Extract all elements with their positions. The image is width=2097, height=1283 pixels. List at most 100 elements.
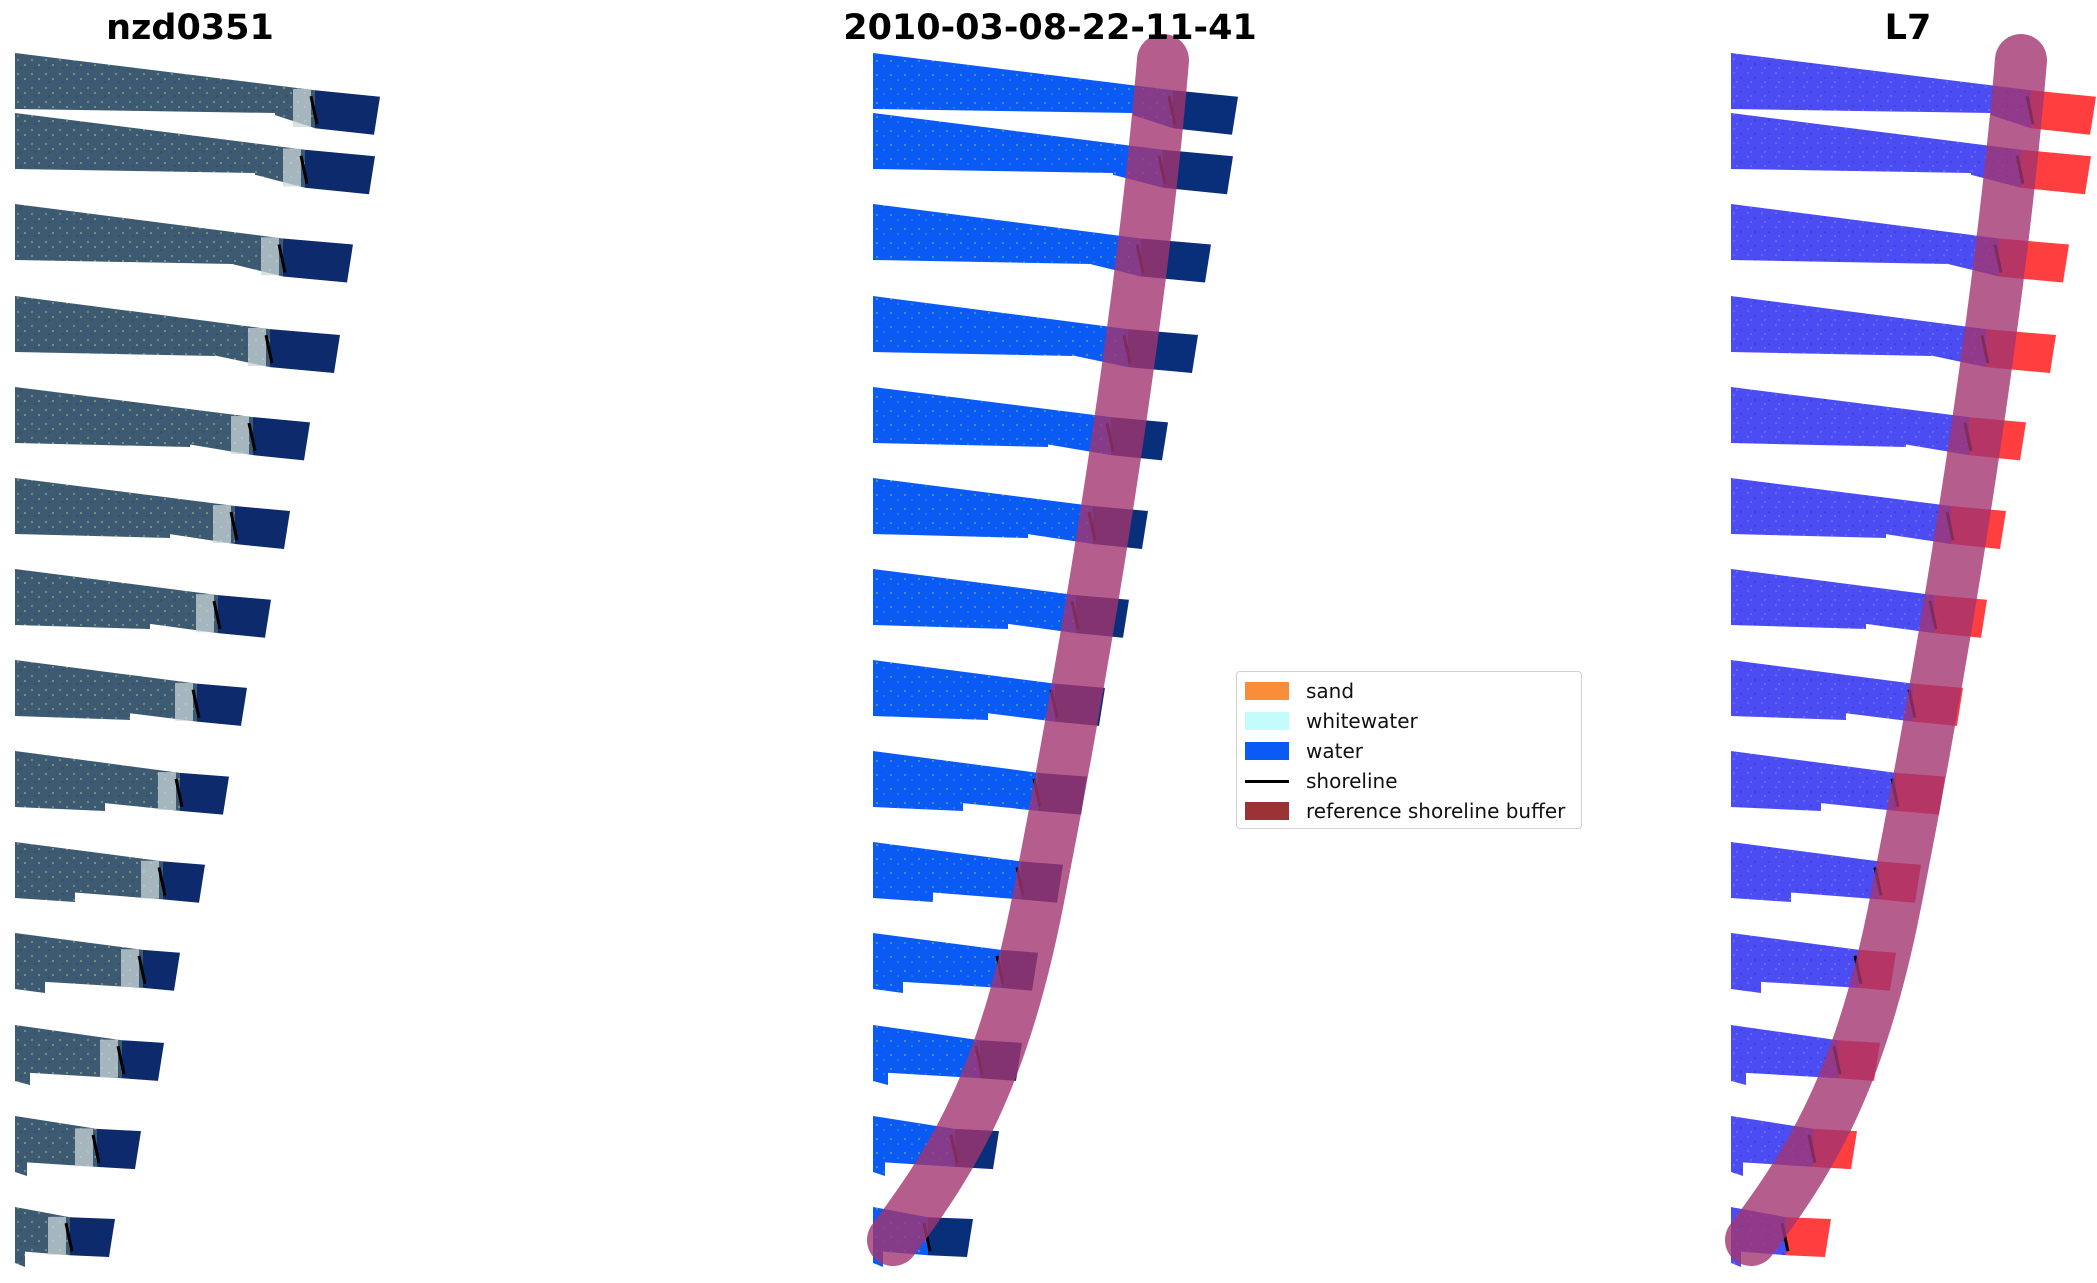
strip-sea [315, 90, 380, 135]
panel-3 [1725, 34, 2096, 1267]
strip-land [873, 387, 1111, 456]
strip-land [873, 478, 1093, 545]
shoreline-segment [277, 244, 287, 273]
shoreline-segment [264, 334, 274, 364]
strip-land [873, 569, 1076, 634]
panel-title-satellite: L7 [1884, 8, 1932, 48]
strip-land [15, 387, 253, 456]
strip-sea [928, 1217, 973, 1257]
legend-label-sand: sand [1306, 679, 1355, 703]
strip-sea [1786, 1217, 1831, 1257]
strip-land [15, 751, 180, 811]
strip-land [1731, 296, 1986, 368]
surf-highlight [248, 327, 266, 366]
strip-land [1731, 1025, 1838, 1085]
strip-13 [15, 1116, 141, 1176]
strip-land [15, 478, 235, 545]
surf-highlight [196, 594, 214, 633]
strip-sea [1173, 90, 1238, 135]
strip-2 [873, 113, 1233, 195]
strip-sea [97, 1128, 141, 1170]
shoreline-segment [299, 155, 309, 185]
legend: sand whitewater water shoreline referenc… [1236, 671, 1582, 829]
surf-highlight [141, 860, 159, 899]
surf-highlight [121, 949, 139, 988]
shoreline-segment [191, 689, 201, 718]
shoreline-segment [137, 955, 147, 985]
whitewater-swatch [1245, 712, 1289, 730]
strip-sea [197, 683, 247, 726]
shoreline-segment [91, 1134, 101, 1164]
strip-1 [15, 53, 380, 135]
surf-highlight [175, 682, 193, 721]
strip-land [15, 569, 218, 634]
strip-3 [15, 204, 353, 283]
strip-land [1731, 933, 1859, 993]
strip-sea [283, 238, 353, 283]
sand-swatch [1245, 682, 1289, 700]
strip-land [15, 933, 143, 993]
strip-land [1731, 387, 1969, 456]
panel-2 [867, 34, 1238, 1267]
shoreline-segment [309, 95, 319, 125]
strip-land [873, 204, 1141, 277]
shoreline-swatch [1245, 779, 1289, 783]
strip-sea [1163, 149, 1233, 195]
strip-land [1731, 113, 2021, 188]
strip-9 [15, 751, 229, 815]
strip-sea [163, 861, 205, 903]
strip-land [15, 113, 305, 188]
shoreline-segment [174, 778, 184, 808]
shoreline-segment [229, 511, 239, 541]
surf-highlight [231, 416, 249, 455]
legend-label-shoreline: shoreline [1306, 769, 1398, 793]
surf-highlight [48, 1216, 66, 1255]
strip-land [15, 842, 163, 902]
strip-2 [15, 113, 375, 195]
strip-14 [15, 1207, 115, 1267]
shoreline-segment [247, 422, 257, 452]
legend-item-water: water [1245, 736, 1363, 766]
strip-sea [2021, 149, 2091, 195]
strip-5 [15, 387, 310, 461]
panel-1 [15, 53, 380, 1267]
strip-sea [180, 772, 229, 815]
legend-label-water: water [1306, 739, 1363, 763]
reference-shoreline-buffer [1725, 34, 2047, 1266]
legend-item-sand: sand [1245, 676, 1354, 706]
strip-land [15, 53, 315, 129]
strip-8 [15, 660, 247, 726]
strip-sea [235, 506, 290, 549]
reference-shoreline-buffer [867, 34, 1189, 1266]
shoreline-segment [116, 1045, 126, 1075]
surf-highlight [158, 772, 176, 811]
strip-land [873, 53, 1173, 129]
surf-highlight [100, 1039, 118, 1078]
shoreline-segment [212, 600, 222, 630]
strip-7 [15, 569, 271, 638]
surf-highlight [75, 1128, 93, 1167]
strip-sea [70, 1217, 115, 1257]
strip-12 [15, 1025, 164, 1085]
strip-land [873, 842, 1021, 902]
strip-sea [143, 949, 180, 991]
strip-land [1731, 204, 1999, 277]
strip-2 [1731, 113, 2091, 195]
panel-title-date: 2010-03-08-22-11-41 [843, 8, 1257, 48]
strip-land [1731, 53, 2031, 129]
surf-highlight [213, 505, 231, 544]
strip-land [873, 660, 1055, 722]
strip-6 [15, 478, 290, 549]
legend-item-whitewater: whitewater [1245, 706, 1418, 736]
strip-sea [270, 329, 340, 373]
panel-title-image-name: nzd0351 [106, 8, 274, 48]
strip-land [1731, 842, 1879, 902]
strip-10 [15, 842, 205, 903]
strip-sea [305, 149, 375, 195]
strip-land [1731, 478, 1951, 545]
strip-sea [2031, 90, 2096, 135]
water-swatch [1245, 742, 1289, 760]
strip-land [873, 296, 1128, 368]
surf-highlight [261, 237, 279, 276]
